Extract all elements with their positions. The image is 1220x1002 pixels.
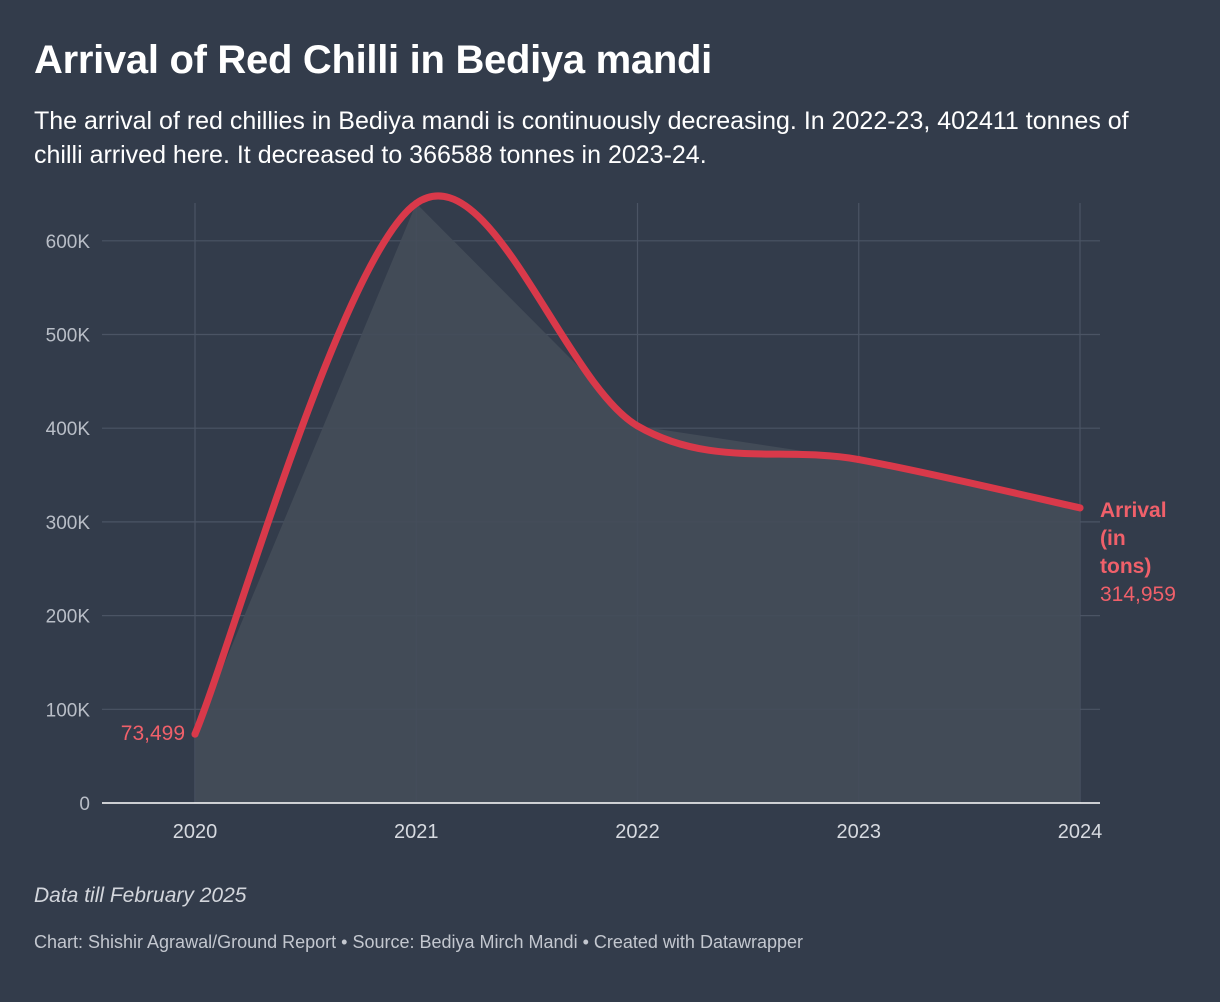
- y-tick-label: 300K: [46, 513, 91, 534]
- y-tick-label: 600K: [46, 232, 91, 253]
- y-tick-label: 0: [79, 794, 90, 815]
- data-point: [1076, 504, 1084, 512]
- byline-separator: •: [341, 932, 348, 952]
- y-tick-label: 200K: [46, 607, 91, 628]
- x-tick-label: 2024: [1058, 821, 1103, 843]
- data-point: [191, 730, 199, 738]
- byline-credit: Created with Datawrapper: [593, 932, 803, 952]
- data-point: [855, 456, 863, 464]
- byline-author: Chart: Shishir Agrawal/Ground Report: [34, 932, 337, 952]
- byline-source: Source: Bediya Mirch Mandi: [352, 932, 578, 952]
- data-point: [412, 199, 420, 207]
- y-tick-label: 500K: [46, 326, 91, 347]
- byline-separator: •: [582, 932, 589, 952]
- y-tick-label: 400K: [46, 419, 91, 440]
- chart-byline: Chart: Shishir Agrawal/Ground Report • Sou…: [34, 932, 803, 953]
- chart-notes: Data till February 2025: [34, 884, 247, 907]
- start-value-label: 73,499: [121, 722, 185, 745]
- x-tick-label: 2020: [173, 821, 218, 843]
- end-value-label: 314,959: [1100, 583, 1176, 606]
- data-point: [634, 422, 641, 430]
- page-subtitle: The arrival of red chillies in Bediya ma…: [34, 107, 1129, 169]
- series-name-label: Arrival: [1100, 499, 1167, 522]
- page-title: Arrival of Red Chilli in Bediya mandi: [34, 38, 712, 82]
- y-tick-label: 100K: [46, 700, 91, 721]
- x-tick-label: 2023: [837, 821, 882, 843]
- series-name-label: tons): [1100, 555, 1151, 578]
- x-tick-label: 2022: [615, 821, 660, 843]
- x-tick-label: 2021: [394, 821, 439, 843]
- area-fill: [195, 203, 1080, 803]
- series-line-arrival: [191, 192, 1084, 738]
- series-name-label: (in: [1100, 527, 1126, 550]
